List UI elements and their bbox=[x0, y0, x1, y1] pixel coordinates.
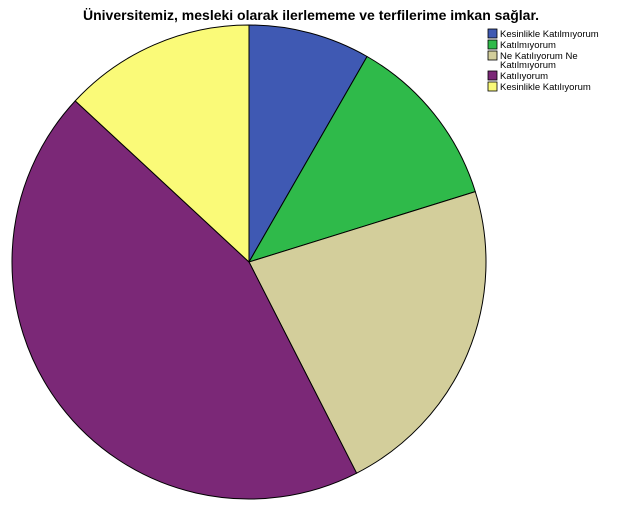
pie-slice-1 bbox=[248, 24, 368, 263]
legend-label-4: Katılıyorum bbox=[500, 71, 548, 82]
legend-label-5: Kesinlikle Katılıyorum bbox=[500, 82, 591, 93]
legend-label-3-line-1: Ne Katılıyorum Ne bbox=[500, 51, 578, 62]
legend-swatch-5 bbox=[487, 81, 498, 92]
legend-swatch-1 bbox=[487, 28, 498, 39]
legend-swatch-3 bbox=[487, 50, 498, 61]
pie-slice-4 bbox=[11, 100, 358, 500]
legend-label-1: Kesinlikle Katılmıyorum bbox=[500, 29, 599, 40]
legend-label-2: Katılmıyorum bbox=[500, 40, 556, 51]
pie-slice-2 bbox=[248, 56, 476, 263]
pie-slice-5 bbox=[74, 24, 250, 263]
chart-title: Üniversitemiz, mesleki olarak ilerlememe… bbox=[83, 7, 539, 23]
legend-swatch-4 bbox=[487, 70, 498, 81]
pie-slice-3 bbox=[248, 191, 487, 474]
pie-slices bbox=[11, 24, 487, 500]
legend-label-3-line-2: Katılmıyorum bbox=[500, 60, 556, 71]
legend-swatch-2 bbox=[487, 39, 498, 50]
